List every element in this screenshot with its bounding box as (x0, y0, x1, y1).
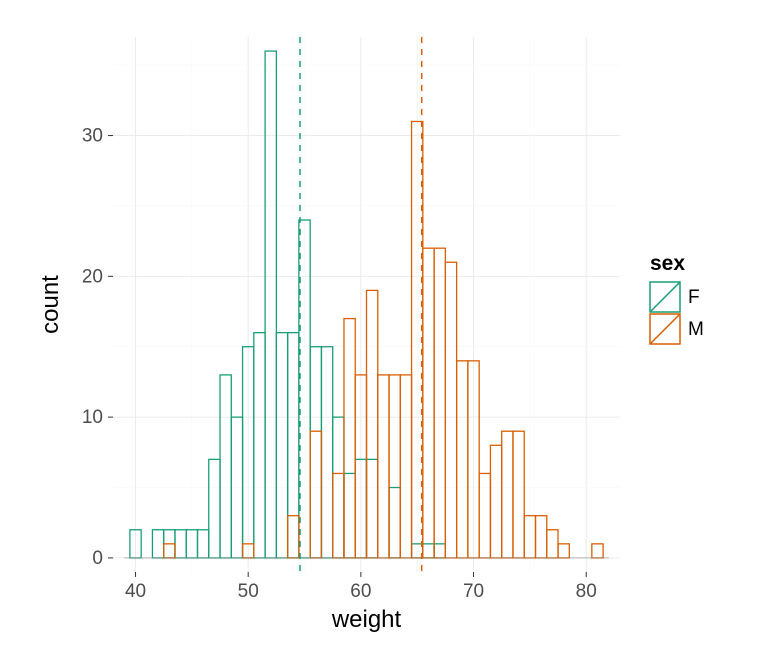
x-tick-label: 60 (350, 581, 371, 602)
y-tick-label: 10 (82, 407, 103, 428)
histogram-chart: 40 50 60 70 80 0 10 20 30 weight count sexFM (0, 0, 768, 672)
legend-key (650, 282, 680, 312)
x-tick-label: 40 (125, 581, 146, 602)
y-tick-label: 20 (82, 266, 103, 287)
legend-label: M (688, 319, 704, 340)
legend-key (650, 314, 680, 344)
y-tick-label: 0 (92, 548, 103, 569)
y-axis-title: count (37, 275, 64, 334)
chart-svg: 40 50 60 70 80 0 10 20 30 weight count sexFM (0, 0, 768, 672)
x-tick-label: 80 (576, 581, 597, 602)
legend-title: sex (650, 252, 685, 275)
x-axis-title: weight (331, 606, 402, 633)
x-tick-label: 70 (463, 581, 484, 602)
legend-label: F (688, 287, 700, 308)
y-tick-label: 30 (82, 126, 103, 147)
x-tick-label: 50 (238, 581, 259, 602)
